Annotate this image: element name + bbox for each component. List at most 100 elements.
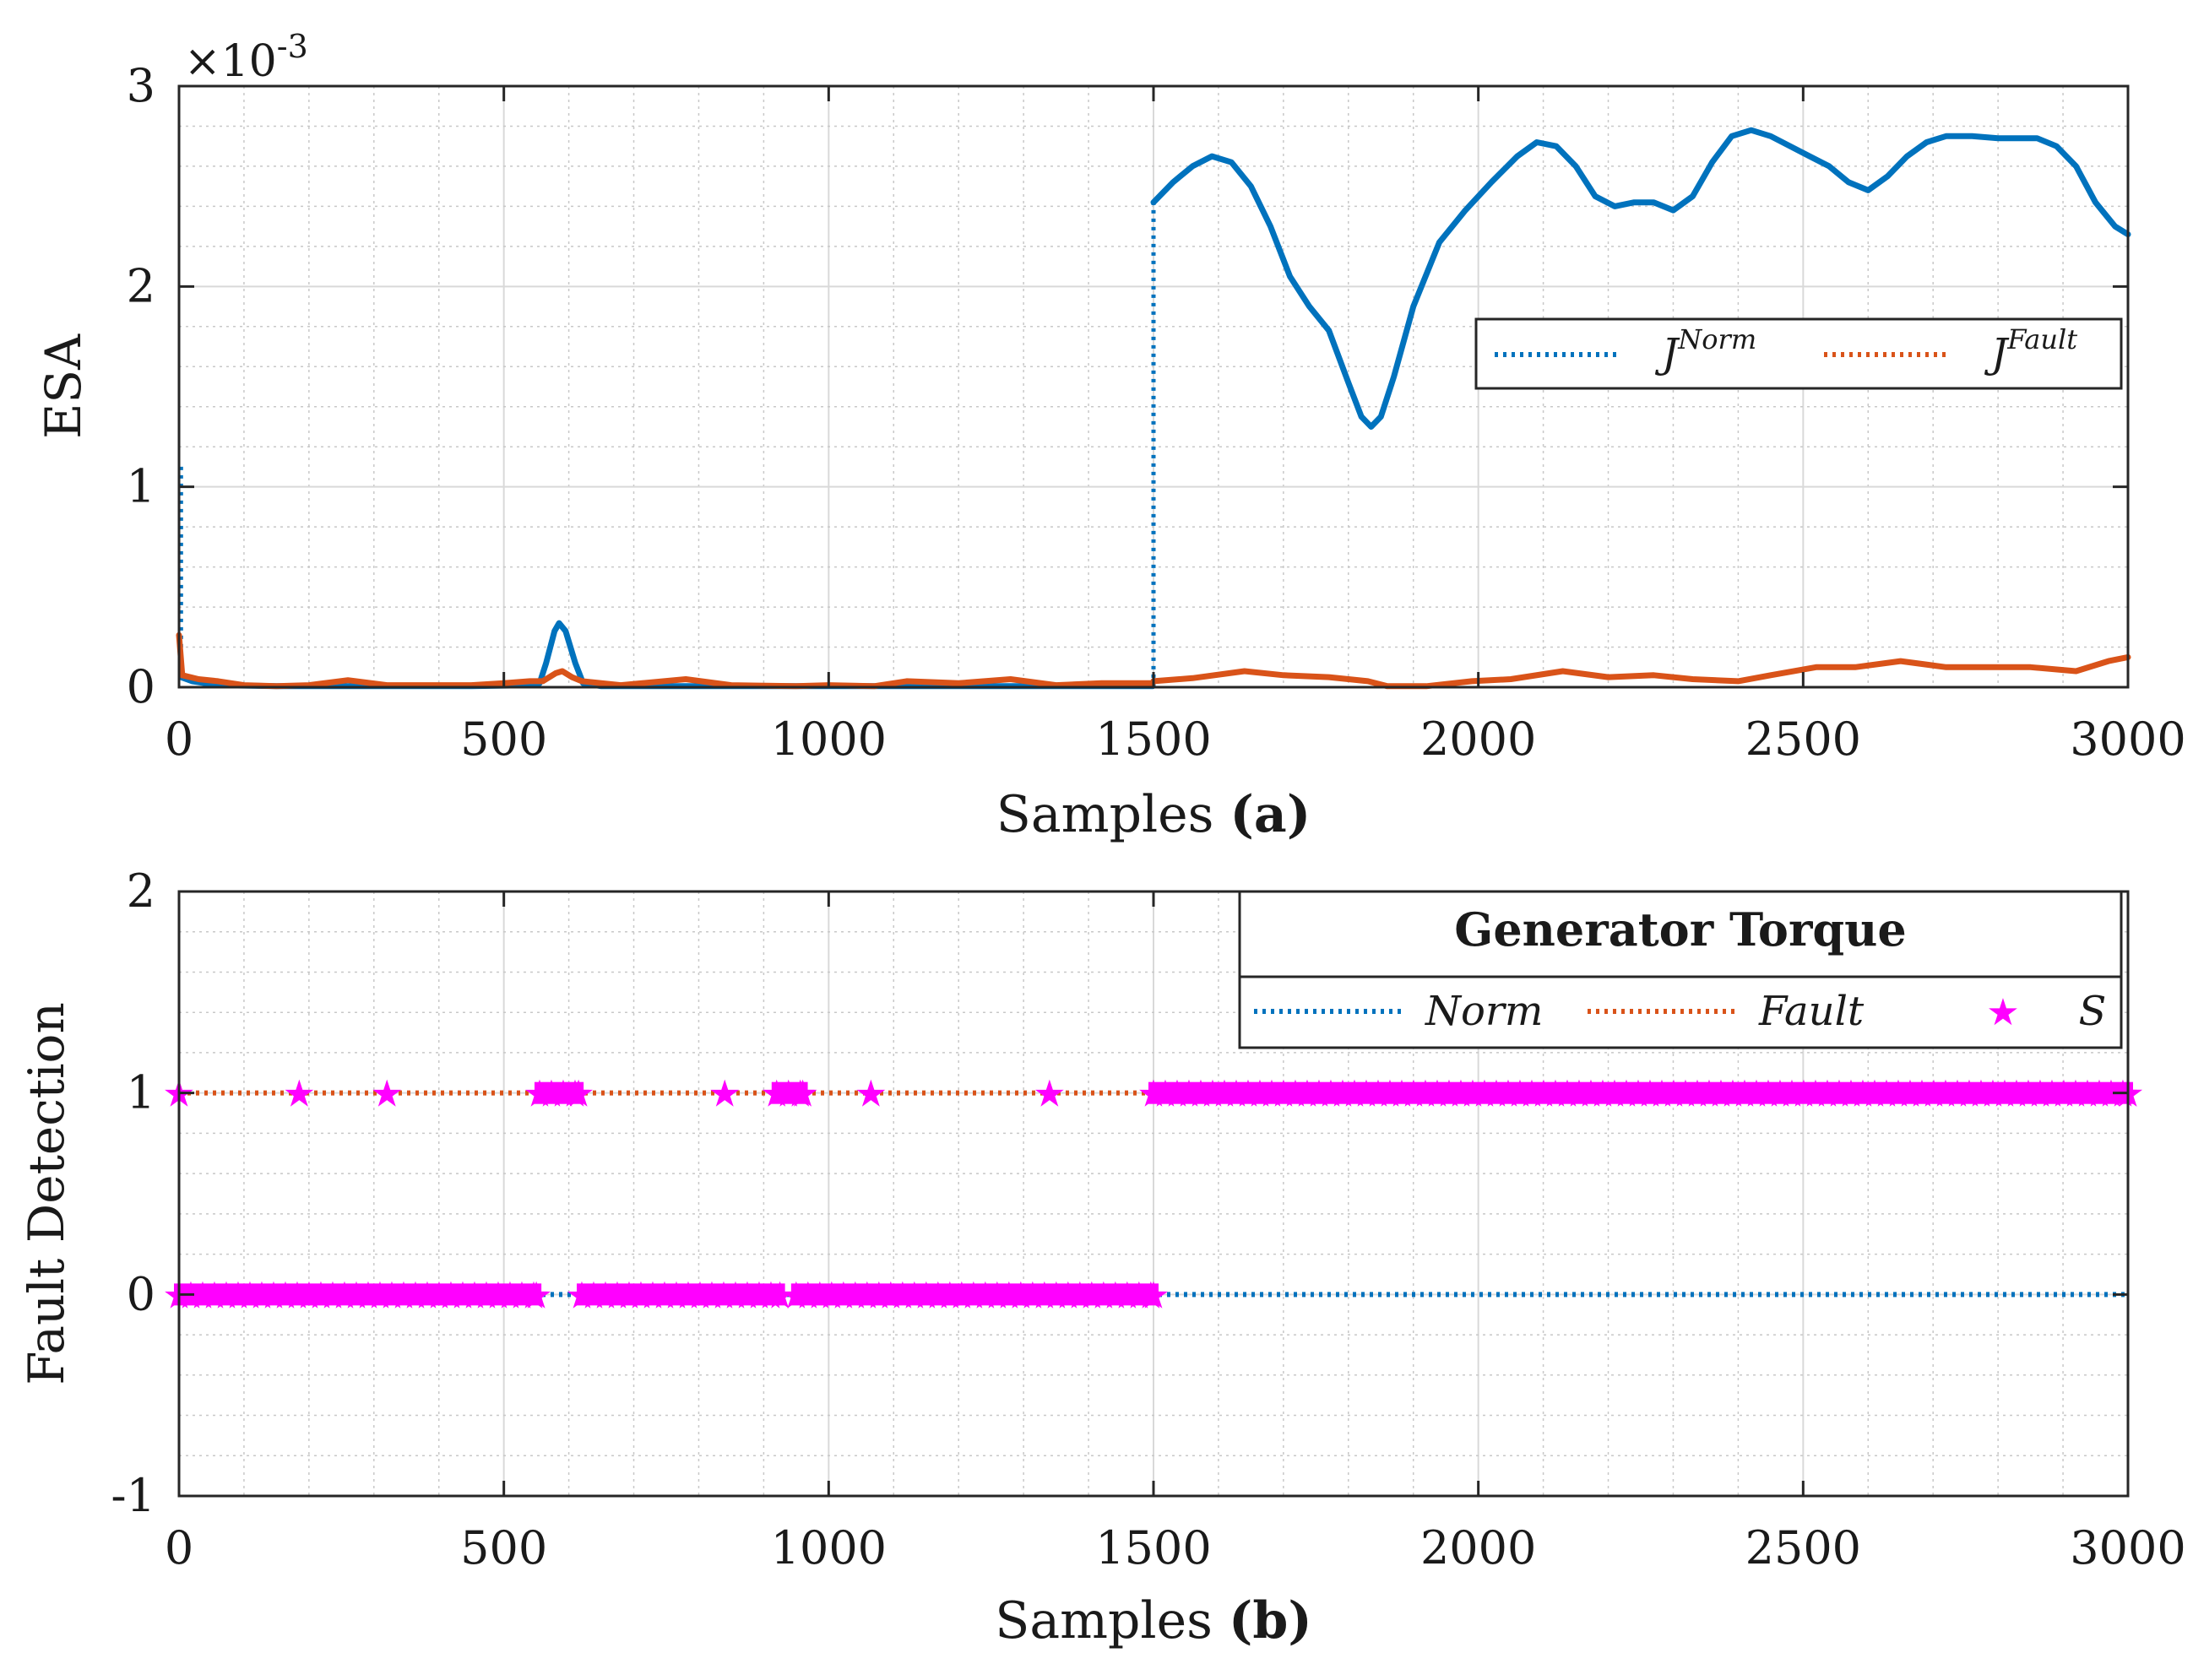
series-s-one-marker: ★ — [1941, 1073, 1973, 1116]
series-s-one-marker: ★ — [1586, 1073, 1619, 1116]
series-s-one-marker: ★ — [1278, 1073, 1311, 1116]
series-s-zero-marker: ★ — [565, 1274, 598, 1317]
series-s-zero-marker: ★ — [1122, 1274, 1155, 1317]
series-s-one-marker: ★ — [2011, 1073, 2044, 1116]
panel-b-fault-detection-chart: ★★★★★★★★★★★★★★★★★★★★★★★★★★★★★★★★ ★★★★★★★★… — [18, 864, 2186, 1650]
series-s-zero-marker: ★ — [1051, 1274, 1084, 1317]
series-j-norm-line — [1150, 127, 2131, 430]
panel-a-ytick-label: 1 — [127, 460, 155, 513]
series-s-one-marker: ★ — [1598, 1073, 1631, 1116]
series-s-zero-band — [174, 1283, 542, 1306]
series-s-zero-marker: ★ — [1016, 1274, 1049, 1317]
panel-a-ticks: 0 500 1000 1500 2000 2500 3000 0 1 2 3 — [127, 59, 2186, 766]
series-s-zero-marker: ★ — [519, 1274, 552, 1317]
series-s-one-marker: ★ — [1338, 1073, 1371, 1116]
panel-b-ylabel: Fault Detection — [18, 1002, 75, 1385]
series-s-one-marker: ★ — [1834, 1073, 1867, 1116]
series-s-one-marker: ★ — [1444, 1073, 1477, 1116]
panel-b-ytick-label: -1 — [111, 1469, 155, 1522]
series-s-zero-marker: ★ — [827, 1274, 860, 1317]
series-s-one-marker: ★ — [1267, 1073, 1300, 1116]
series-s-zero-marker: ★ — [742, 1274, 775, 1317]
series-s-point: ★ — [370, 1073, 403, 1116]
series-s-zero-marker: ★ — [1087, 1274, 1120, 1317]
series-s-one-marker: ★ — [1479, 1073, 1512, 1116]
panel-b-xtick-label: 500 — [460, 1521, 547, 1574]
series-s-one-marker: ★ — [2000, 1073, 2033, 1116]
series-s-zero-marker: ★ — [517, 1274, 550, 1317]
series-s-one-marker: ★ — [535, 1073, 567, 1116]
panel-b-ytick-label: 0 — [127, 1267, 155, 1320]
series-s-zero-marker: ★ — [1004, 1274, 1037, 1317]
series-s-one-marker: ★ — [1822, 1073, 1855, 1116]
series-s-one-marker: ★ — [1751, 1073, 1784, 1116]
legend-s-label: S — [2079, 988, 2107, 1035]
panel-a-xtick-label: 3000 — [2070, 713, 2185, 766]
series-s-one-marker: ★ — [1728, 1073, 1761, 1116]
panel-a-xlabel: Samples (a) — [996, 785, 1311, 844]
series-s-one-marker: ★ — [1562, 1073, 1595, 1116]
series-s-one-marker: ★ — [1137, 1073, 1170, 1116]
panel-b-series: ★★★★★★★★★★★★★★★★★★★★★★★★★★★★★★★★ ★★★★★★★★… — [162, 1073, 2144, 1318]
series-s-one-marker: ★ — [1692, 1073, 1725, 1116]
series-s-zero-marker: ★ — [683, 1274, 716, 1317]
series-s-one-marker: ★ — [1917, 1073, 1950, 1116]
series-s-one-marker: ★ — [1231, 1073, 1264, 1116]
legend-fault-label-b: Fault — [1758, 988, 1865, 1035]
series-s-zero-band — [790, 1283, 1159, 1306]
series-s-one-marker: ★ — [1420, 1073, 1453, 1116]
series-s-zero-marker: ★ — [612, 1274, 645, 1317]
series-s-one-marker: ★ — [1976, 1073, 2009, 1116]
series-s-zero-marker: ★ — [636, 1274, 669, 1317]
panel-a-xtick-label: 500 — [460, 713, 547, 766]
series-s-one-marker: ★ — [1255, 1073, 1288, 1116]
series-s-one-marker: ★ — [1456, 1073, 1489, 1116]
series-s-one-marker: ★ — [786, 1073, 819, 1116]
series-s-zero-marker: ★ — [671, 1274, 704, 1317]
series-s-zero-marker: ★ — [328, 1274, 361, 1317]
series-s-zero-band — [576, 1283, 785, 1306]
series-s-zero-marker: ★ — [399, 1274, 432, 1317]
legend-norm-label-b: Norm — [1425, 988, 1543, 1035]
series-s-zero-marker: ★ — [1063, 1274, 1096, 1317]
series-s-zero-marker: ★ — [316, 1274, 349, 1317]
series-s-zero-marker: ★ — [304, 1274, 337, 1317]
series-s-one-marker: ★ — [1373, 1073, 1406, 1116]
series-s-zero-marker: ★ — [719, 1274, 752, 1317]
series-s-zero-marker: ★ — [1137, 1274, 1170, 1317]
series-s-point: ★ — [708, 1073, 741, 1116]
series-s-one-marker: ★ — [1988, 1073, 2021, 1116]
panel-b-xtick-label: 2500 — [1745, 1521, 1861, 1574]
series-s-zero-marker: ★ — [730, 1274, 763, 1317]
panel-a-ylabel: ESA — [35, 333, 92, 439]
series-s-one-marker: ★ — [1208, 1073, 1240, 1116]
series-s-one-marker: ★ — [1645, 1073, 1678, 1116]
series-s-zero-marker: ★ — [779, 1274, 812, 1317]
series-s-zero-marker: ★ — [707, 1274, 740, 1317]
series-s-one-marker: ★ — [1609, 1073, 1642, 1116]
panel-a-xtick-label: 2000 — [1420, 713, 1536, 766]
series-s-zero-marker: ★ — [245, 1274, 278, 1317]
series-s-point: ★ — [1033, 1073, 1066, 1116]
series-s-one-marker: ★ — [1314, 1073, 1347, 1116]
series-s-one-marker: ★ — [1290, 1073, 1323, 1116]
series-s-zero-marker: ★ — [695, 1274, 728, 1317]
legend-title: Generator Torque — [1454, 902, 1907, 957]
series-s-one-marker: ★ — [1409, 1073, 1441, 1116]
series-s-one-marker: ★ — [1432, 1073, 1465, 1116]
series-s-one-marker: ★ — [1657, 1073, 1690, 1116]
series-s-zero-marker: ★ — [862, 1274, 895, 1317]
series-s-one-marker: ★ — [1302, 1073, 1335, 1116]
panel-b-xtick-label: 1000 — [771, 1521, 887, 1574]
series-s-zero-marker: ★ — [648, 1274, 681, 1317]
series-s-one-band — [534, 1081, 584, 1104]
series-s-zero-marker: ★ — [886, 1274, 919, 1317]
series-s-zero-marker: ★ — [351, 1274, 384, 1317]
series-s-zero-marker: ★ — [791, 1274, 824, 1317]
series-s-one-marker: ★ — [1905, 1073, 1938, 1116]
series-s-one-marker: ★ — [1964, 1073, 1997, 1116]
series-s-zero-marker: ★ — [375, 1274, 408, 1317]
series-s-zero-marker: ★ — [233, 1274, 266, 1317]
series-s-zero-marker: ★ — [933, 1274, 966, 1317]
series-s-zero-marker: ★ — [957, 1274, 990, 1317]
